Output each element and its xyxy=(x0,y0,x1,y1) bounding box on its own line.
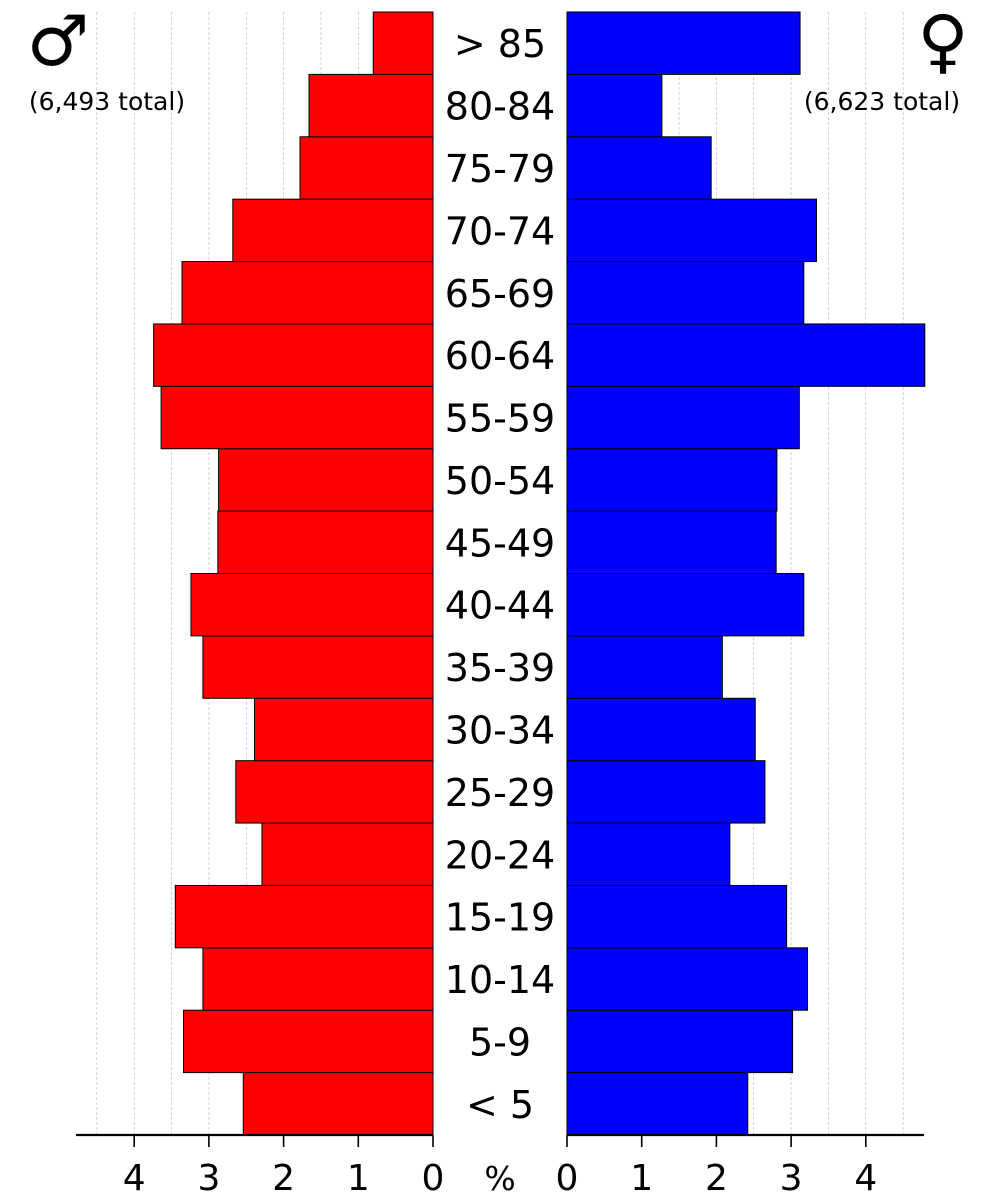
male-bar xyxy=(153,323,434,387)
x-axis-unit-label: % xyxy=(484,1159,515,1198)
female-bar xyxy=(566,1072,749,1136)
bars xyxy=(153,11,926,1136)
male-bar xyxy=(183,1009,434,1074)
age-group-label: 35-39 xyxy=(445,646,555,690)
age-group-label: 55-59 xyxy=(445,397,555,441)
age-group-label: 20-24 xyxy=(445,833,555,877)
female-bar xyxy=(566,261,805,325)
female-bar xyxy=(566,947,809,1011)
female-bar xyxy=(566,635,723,699)
female-bar xyxy=(566,11,801,75)
age-group-label: 45-49 xyxy=(445,521,555,565)
age-group-label: 40-44 xyxy=(445,584,555,628)
female-bar xyxy=(566,136,712,200)
female-symbol-icon: ♀ xyxy=(917,0,968,82)
female-total-label: (6,623 total) xyxy=(804,87,960,116)
female-bar xyxy=(566,760,766,824)
chart-header: ♂ (6,493 total) ♀ (6,623 total) % xyxy=(27,0,969,1198)
x-tick-label: 2 xyxy=(272,1158,295,1199)
female-bar xyxy=(566,73,663,138)
x-tick-label: 3 xyxy=(780,1158,803,1199)
female-bar xyxy=(566,822,731,886)
age-group-label: 15-19 xyxy=(445,896,555,940)
female-bar xyxy=(566,198,817,263)
axes: 0 0 1 1 2 2 3 3 4 4 xyxy=(76,1133,924,1199)
male-bar xyxy=(232,198,434,263)
age-group-label: 80-84 xyxy=(445,85,555,129)
x-tick-label: 0 xyxy=(556,1158,579,1199)
age-group-label: 65-69 xyxy=(445,272,555,316)
age-group-label: 5-9 xyxy=(469,1020,531,1064)
male-bar xyxy=(217,510,434,575)
age-group-label: 75-79 xyxy=(445,147,555,191)
female-bar xyxy=(566,884,788,949)
male-bar xyxy=(235,760,434,824)
male-bar xyxy=(261,822,434,886)
x-tick-label: 0 xyxy=(422,1158,445,1199)
female-bar xyxy=(566,573,805,637)
male-bar xyxy=(242,1072,434,1136)
age-group-label: > 85 xyxy=(454,22,546,66)
male-bar xyxy=(308,73,434,138)
age-group-label: 25-29 xyxy=(445,771,555,815)
male-total-label: (6,493 total) xyxy=(29,87,185,116)
age-group-label: 50-54 xyxy=(445,459,555,503)
age-group-labels: < 5 5-9 10-14 15-19 20-24 25-29 30-34 35-39 40-4… xyxy=(445,22,555,1127)
male-bar xyxy=(181,261,434,325)
male-bar xyxy=(190,573,434,637)
male-bar xyxy=(253,697,434,762)
male-bar xyxy=(299,136,434,200)
x-tick-label: 4 xyxy=(123,1158,146,1199)
x-tick-label: 1 xyxy=(347,1158,370,1199)
male-bar xyxy=(160,385,434,450)
male-bar xyxy=(174,884,434,949)
male-bar xyxy=(202,635,434,699)
female-bar xyxy=(566,1009,794,1074)
age-group-label: 70-74 xyxy=(445,209,555,253)
female-bar xyxy=(566,697,756,762)
male-symbol-icon: ♂ xyxy=(27,0,90,82)
male-bar xyxy=(372,11,434,75)
female-bar xyxy=(566,510,777,575)
male-bar xyxy=(218,448,434,512)
x-tick-label: 3 xyxy=(197,1158,220,1199)
female-bar xyxy=(566,448,778,512)
age-group-label: 30-34 xyxy=(445,708,555,752)
female-bar xyxy=(566,385,800,450)
male-bar xyxy=(202,947,434,1011)
age-group-label: 60-64 xyxy=(445,334,555,378)
x-tick-label: 1 xyxy=(630,1158,653,1199)
age-group-label: 10-14 xyxy=(445,958,555,1002)
x-tick-label: 2 xyxy=(705,1158,728,1199)
x-tick-label: 4 xyxy=(854,1158,877,1199)
age-group-label: < 5 xyxy=(466,1083,534,1127)
female-bar xyxy=(566,323,926,387)
